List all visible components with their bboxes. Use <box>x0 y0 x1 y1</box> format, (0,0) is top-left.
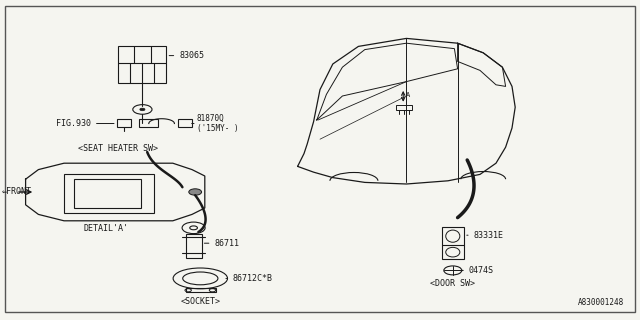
Text: A830001248: A830001248 <box>578 298 624 307</box>
Bar <box>118 46 166 83</box>
Circle shape <box>189 189 202 195</box>
Circle shape <box>140 108 145 111</box>
Bar <box>442 227 464 259</box>
Bar <box>116 119 131 127</box>
Text: 86712C*B: 86712C*B <box>226 274 273 283</box>
Text: A: A <box>406 92 410 98</box>
Text: 83331E: 83331E <box>467 231 504 240</box>
Bar <box>64 174 154 213</box>
Bar <box>396 105 412 110</box>
Text: <SOCKET>: <SOCKET> <box>180 297 220 306</box>
Text: 81870Q
('15MY- ): 81870Q ('15MY- ) <box>192 114 239 133</box>
Text: ⇐FRONT: ⇐FRONT <box>2 188 32 196</box>
Text: <DOOR SW>: <DOOR SW> <box>430 279 476 288</box>
Text: DETAIL'A': DETAIL'A' <box>83 224 128 233</box>
Text: <SEAT HEATER SW>: <SEAT HEATER SW> <box>79 144 159 153</box>
Text: 86711: 86711 <box>204 239 239 248</box>
Text: FIG.930: FIG.930 <box>56 119 114 128</box>
Bar <box>186 234 202 258</box>
Bar <box>140 119 158 127</box>
Bar <box>74 179 141 208</box>
Text: 0474S: 0474S <box>461 266 494 275</box>
Bar <box>186 288 216 292</box>
Text: 83065: 83065 <box>169 51 204 60</box>
Bar <box>177 119 192 127</box>
